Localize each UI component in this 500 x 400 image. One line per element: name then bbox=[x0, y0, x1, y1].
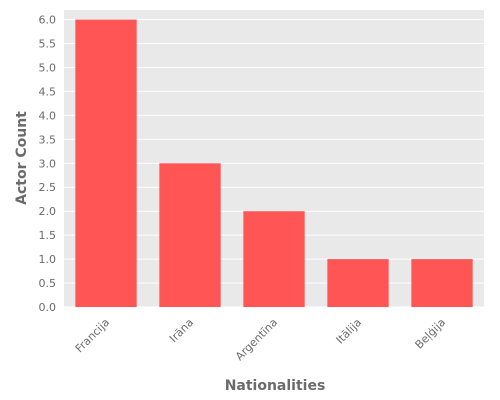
bar-2 bbox=[243, 211, 305, 307]
y-tick-label: 3.0 bbox=[39, 157, 57, 170]
y-tick-label: 2.5 bbox=[39, 181, 57, 194]
y-tick-label: 1.5 bbox=[39, 229, 57, 242]
bar-0 bbox=[75, 19, 137, 307]
x-axis-label: Nationalities bbox=[225, 378, 326, 394]
y-tick-label: 6.0 bbox=[39, 14, 57, 27]
bar-1 bbox=[159, 163, 221, 307]
x-tick-label: Itālija bbox=[334, 316, 365, 347]
y-tick-label: 1.0 bbox=[39, 253, 57, 266]
bar-3 bbox=[327, 259, 389, 307]
x-tick-label: Beļģija bbox=[413, 316, 449, 352]
y-tick-label: 2.0 bbox=[39, 205, 57, 218]
y-tick-label: 5.5 bbox=[39, 38, 57, 51]
x-tick-label: Irāna bbox=[167, 316, 196, 345]
y-tick-label: 4.5 bbox=[39, 85, 57, 98]
x-tick-label: Argentīna bbox=[233, 316, 280, 363]
y-axis-label: Actor Count bbox=[14, 111, 30, 205]
y-tick-label: 5.0 bbox=[39, 61, 57, 74]
x-tick-label: Francija bbox=[73, 316, 112, 355]
bars bbox=[75, 19, 473, 307]
bar-4 bbox=[411, 259, 473, 307]
x-axis-ticks: Francija Irāna Argentīna Itālija Beļģija bbox=[73, 316, 448, 363]
y-tick-label: 0.0 bbox=[39, 301, 57, 314]
y-axis-ticks: 0.0 0.5 1.0 1.5 2.0 2.5 3.0 3.5 4.0 4.5 5.0 5.5 6.0 bbox=[39, 14, 57, 314]
y-tick-label: 3.5 bbox=[39, 133, 57, 146]
y-tick-label: 4.0 bbox=[39, 109, 57, 122]
y-tick-label: 0.5 bbox=[39, 277, 57, 290]
